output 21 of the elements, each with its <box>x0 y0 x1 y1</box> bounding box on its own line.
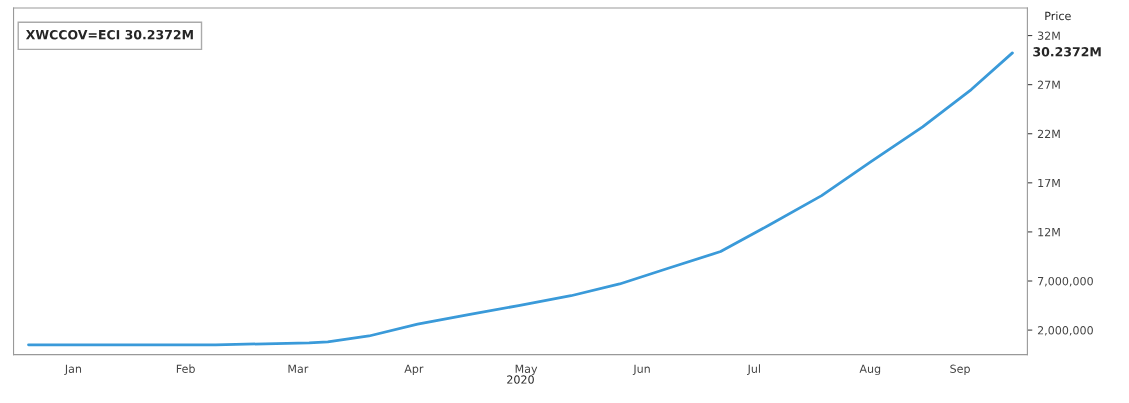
y-tick-label: 17M <box>1038 178 1060 188</box>
x-tick-label: Aug <box>859 364 881 376</box>
y-tick-label: 2,000,000 <box>1037 326 1093 336</box>
annotation: 30.2372M <box>1033 47 1101 57</box>
x-tick-label: Jan <box>64 364 82 376</box>
x-tick-label: Jun <box>632 364 650 376</box>
y-tick-label: 27M <box>1037 80 1060 89</box>
x-tick-label: Jul <box>747 364 760 376</box>
x-tick-label: Sep <box>950 364 970 376</box>
x-tick-label: Feb <box>176 364 195 373</box>
x-tick-label: Apr <box>404 364 424 376</box>
y-tick-label: 12M <box>1038 227 1060 237</box>
x-axis-title: 2020 <box>507 375 534 384</box>
y-axis-title: Price <box>1045 11 1071 21</box>
line-series <box>27 51 1014 347</box>
x-tick-label: May <box>515 364 538 376</box>
y-tick-label: 32M <box>1037 31 1060 40</box>
x-tick-label: Mar <box>288 364 309 373</box>
y-tick-label: 7,000,000 <box>1038 276 1093 287</box>
annotation: XWCCOV=ECI 30.2372M <box>25 29 193 40</box>
y-tick-label: 22M <box>1037 129 1060 138</box>
